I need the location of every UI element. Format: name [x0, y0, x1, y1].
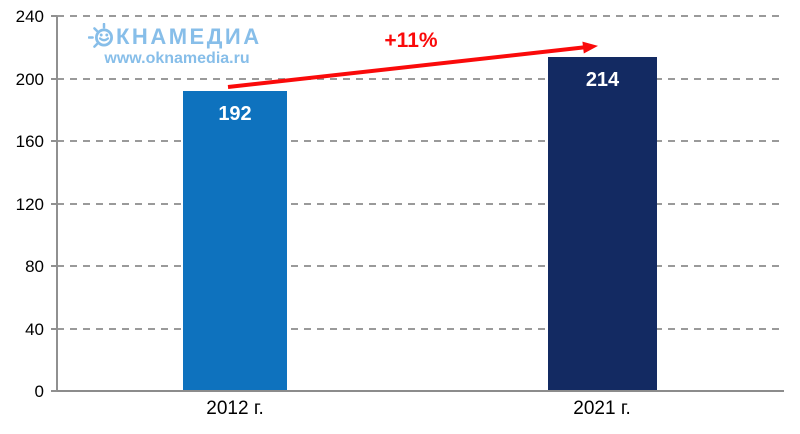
y-axis-tick-label: 80 — [25, 257, 44, 276]
bar: 214 — [548, 56, 657, 391]
y-axis-tick — [51, 15, 57, 17]
watermark-brand-row: КНАМЕДИА — [88, 23, 266, 50]
x-axis-category-label: 2021 г. — [573, 398, 631, 419]
y-axis-tick — [51, 327, 57, 330]
y-axis-tick-label: 40 — [25, 319, 44, 339]
watermark-logo: КНАМЕДИА www.oknamedia.ru — [88, 23, 266, 67]
y-axis-tick — [51, 390, 57, 392]
growth-annotation: +11% — [384, 29, 438, 52]
grid-line — [57, 327, 784, 330]
grid-line — [57, 77, 784, 80]
brand-name: КНАМЕДИА — [116, 23, 262, 49]
bar-value-label: 192 — [218, 103, 252, 125]
y-axis-line — [56, 16, 58, 391]
y-axis-tick — [51, 77, 57, 80]
bar-value-label: 214 — [585, 68, 620, 91]
y-axis-tick-label: 200 — [15, 69, 44, 89]
y-axis-tick-label: 240 — [15, 7, 44, 26]
grid-line — [57, 15, 784, 17]
x-axis-category-label: 2012 г. — [206, 398, 264, 419]
bar: 192 — [183, 91, 287, 391]
x-axis-baseline — [57, 390, 784, 392]
y-axis-tick — [51, 202, 57, 205]
y-axis-tick-label: 120 — [15, 194, 44, 214]
y-axis-tick — [51, 265, 57, 267]
watermark-url: www.oknamedia.ru — [104, 50, 250, 67]
grid-line — [57, 202, 784, 205]
y-axis-tick-label: 0 — [34, 382, 44, 401]
y-axis-tick-label: 160 — [15, 132, 44, 151]
y-axis-tick — [51, 140, 57, 142]
grid-line — [57, 140, 784, 142]
grid-line — [57, 265, 784, 267]
sun-smiley-icon — [88, 23, 113, 48]
